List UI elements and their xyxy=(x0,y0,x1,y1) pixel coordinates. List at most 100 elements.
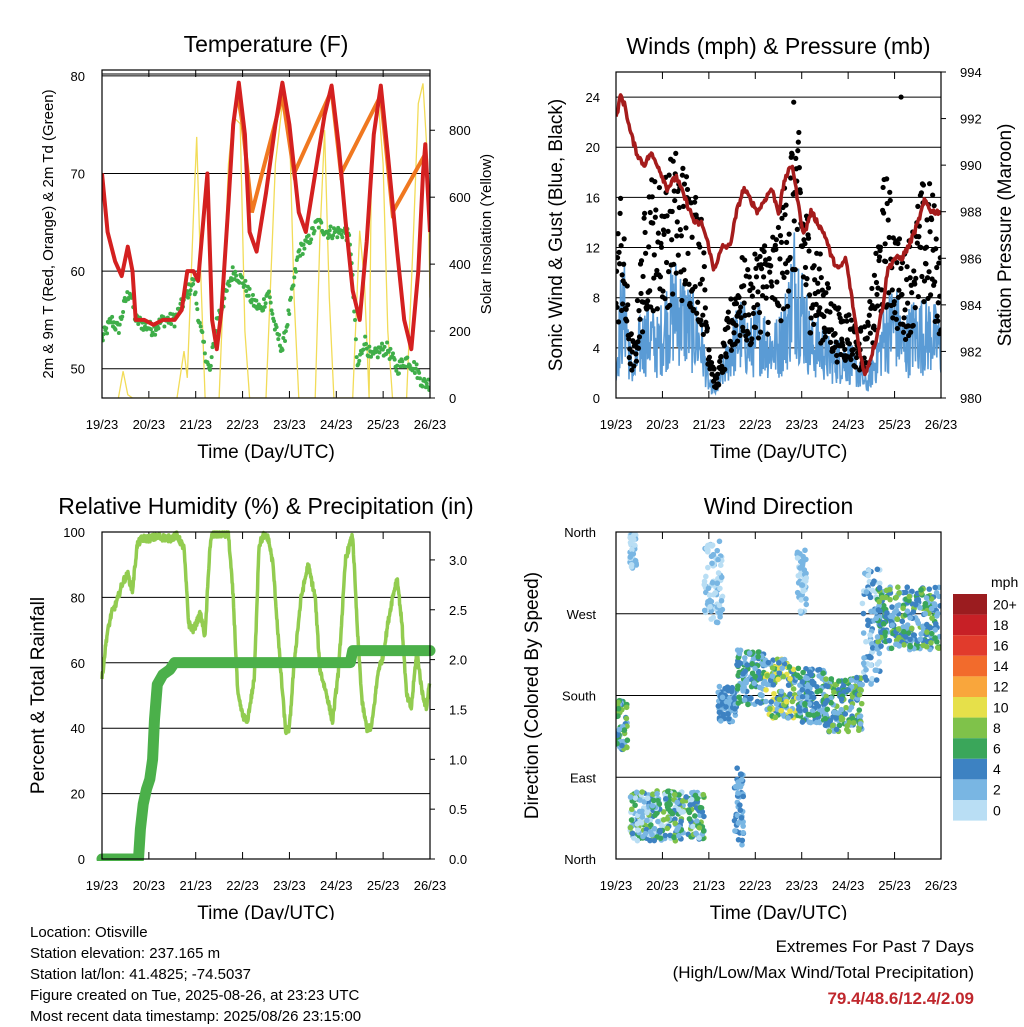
wind-gust-point xyxy=(620,301,626,307)
wind-gust-point xyxy=(883,258,889,265)
winds-xtick-label: 19/23 xyxy=(600,417,633,432)
wind-gust-point xyxy=(691,306,697,312)
speed-legend-swatch xyxy=(953,594,987,615)
dewpoint-point xyxy=(319,220,324,225)
wind-gust-point xyxy=(657,274,664,280)
winds-ytick-label: 12 xyxy=(586,241,600,256)
wind-gust-point xyxy=(755,289,761,295)
wind-gust-point xyxy=(616,319,622,325)
direction-point xyxy=(893,607,900,614)
direction-point xyxy=(780,673,787,680)
wind-gust-point xyxy=(740,328,746,334)
dewpoint-point xyxy=(240,275,245,280)
direction-point xyxy=(877,608,883,614)
wind-gust-point xyxy=(933,246,939,252)
dewpoint-point xyxy=(193,290,198,295)
wind-gust-point xyxy=(775,224,782,231)
wind-gust-point xyxy=(702,287,708,293)
dewpoint-point xyxy=(263,301,268,306)
direction-point xyxy=(700,791,707,798)
humidity-xtick-label: 21/23 xyxy=(179,878,212,893)
direction-point xyxy=(803,693,810,700)
direction-point xyxy=(703,573,709,580)
temperature-xtick-label: 22/23 xyxy=(226,417,259,432)
direction-point xyxy=(660,809,667,815)
wind-gust-point xyxy=(736,308,743,315)
direction-point xyxy=(638,820,645,826)
wind-gust-point xyxy=(744,337,750,343)
humidity-ylabel: Percent & Total Rainfall xyxy=(28,597,49,794)
dewpoint-point xyxy=(287,311,292,316)
direction-point xyxy=(867,662,874,668)
direction-point xyxy=(738,814,745,821)
direction-point xyxy=(803,556,809,563)
wind-gust-point xyxy=(914,240,920,246)
direction-point xyxy=(708,608,714,614)
wind-gust-point xyxy=(776,303,782,309)
wind-gust-point xyxy=(867,298,873,305)
direction-point xyxy=(867,594,874,601)
wind-gust-point xyxy=(884,176,890,182)
dewpoint-point xyxy=(293,269,298,274)
t2m-line xyxy=(102,80,430,352)
direction-point xyxy=(830,722,836,729)
direction-point xyxy=(707,604,713,610)
dewpoint-point xyxy=(104,326,109,331)
direction-point xyxy=(761,678,768,685)
wind-gust-point xyxy=(647,288,653,294)
direction-point xyxy=(895,626,902,632)
wind-gust-point xyxy=(758,262,764,268)
wind-gust-point xyxy=(741,300,747,306)
wind-gust-point xyxy=(817,251,823,257)
direction-point xyxy=(664,825,671,832)
direction-point xyxy=(865,572,872,579)
wind-gust-point xyxy=(787,254,793,261)
wind-gust-point xyxy=(923,244,930,250)
wind-gust-point xyxy=(886,234,892,241)
wind-gust-point xyxy=(678,233,684,239)
dewpoint-point xyxy=(426,377,430,382)
direction-point xyxy=(627,824,634,831)
direction-point xyxy=(736,694,742,701)
wind-gust-point xyxy=(846,341,852,347)
direction-point xyxy=(868,654,874,661)
direction-point xyxy=(717,585,723,592)
wind-gust-point xyxy=(882,241,888,247)
wind-gust-point xyxy=(761,248,767,255)
direction-point xyxy=(623,715,630,722)
dewpoint-point xyxy=(105,331,110,336)
precipitation-line xyxy=(96,645,436,861)
direction-point xyxy=(806,719,813,726)
direction-point xyxy=(765,659,772,666)
wind-gust-point xyxy=(718,353,724,360)
humidity-title: Relative Humidity (%) & Precipitation (i… xyxy=(58,493,473,519)
humidity-y2tick-label: 3.0 xyxy=(449,553,467,568)
speed-legend-swatch xyxy=(953,676,987,697)
direction-point xyxy=(755,649,762,655)
humidity-xtick-label: 26/23 xyxy=(414,878,447,893)
wind-gust-point xyxy=(840,318,846,324)
direction-point xyxy=(690,823,696,830)
wind-gust-point xyxy=(715,371,721,377)
temperature-xtick-label: 25/23 xyxy=(367,417,400,432)
wind-gust-point xyxy=(650,220,656,226)
direction-title: Wind Direction xyxy=(704,493,854,519)
direction-point xyxy=(840,682,847,689)
temperature-y2tick-label: 400 xyxy=(449,257,471,272)
direction-point xyxy=(838,696,845,703)
wind-gust-point xyxy=(695,299,701,305)
speed-legend-label: 10 xyxy=(993,699,1009,715)
dewpoint-point xyxy=(261,297,266,302)
wind-gust-point xyxy=(898,265,904,272)
wind-gust-point xyxy=(794,226,800,233)
wind-gust-point xyxy=(780,306,787,312)
dewpoint-point xyxy=(250,292,255,297)
wind-gust-point xyxy=(683,225,689,231)
wind-gust-point xyxy=(796,129,802,136)
direction-point xyxy=(882,594,889,601)
direction-point xyxy=(797,550,803,557)
speed-legend-swatch xyxy=(953,655,987,677)
dewpoint-point xyxy=(242,283,247,288)
direction-point xyxy=(798,597,805,603)
direction-point xyxy=(865,622,871,629)
